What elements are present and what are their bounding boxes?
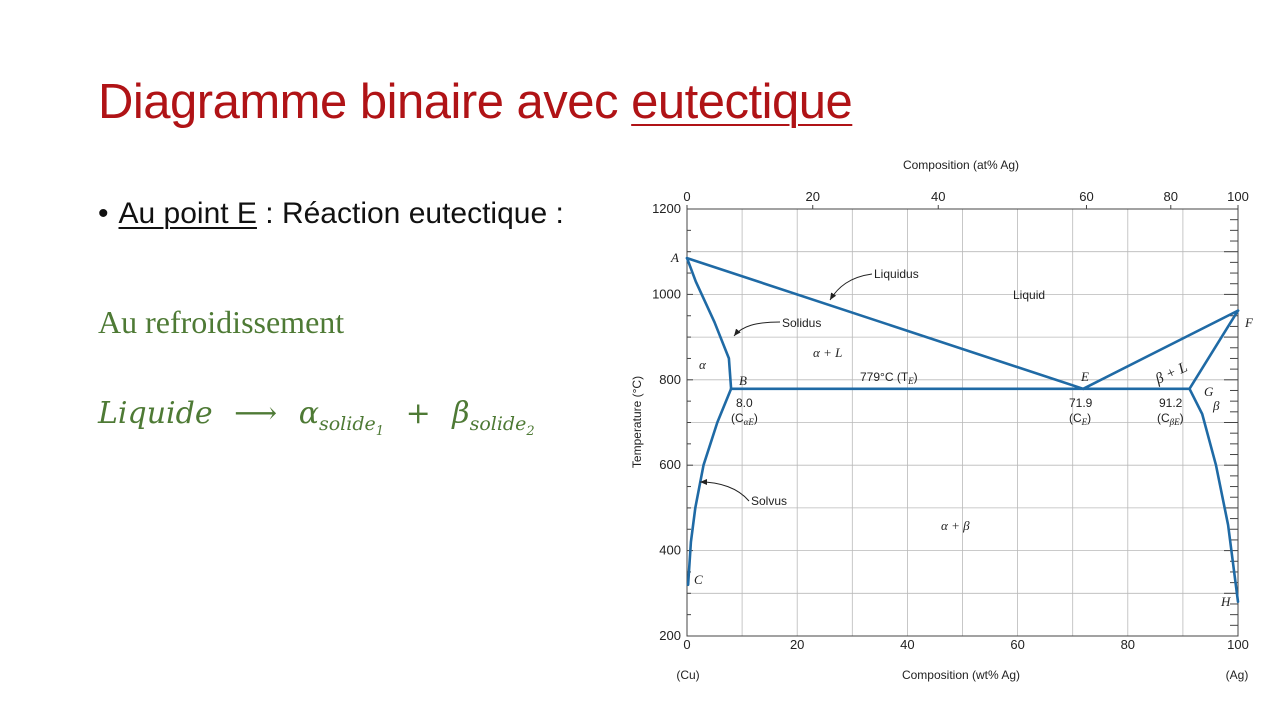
y-tick-label: 1000 <box>652 286 681 301</box>
eq-beta-sub: solide <box>469 413 527 435</box>
liquidus-arrow <box>829 273 873 301</box>
y-axis-title: Temperature (°C) <box>630 376 644 468</box>
g-composition-value: 91.2 <box>1159 396 1183 410</box>
liquidus-annotation: Liquidus <box>874 267 919 281</box>
eq-liquid: Liquide <box>98 396 213 431</box>
x-tick-label-bottom: 100 <box>1227 637 1249 652</box>
cooling-heading: Au refroidissement <box>98 304 345 340</box>
y-tick-label: 200 <box>659 628 681 643</box>
bottom-left-label: (Cu) <box>676 668 699 682</box>
point-e-label: E <box>1080 369 1089 384</box>
solidus-left-curve <box>685 256 733 391</box>
region-liquid: Liquid <box>1013 288 1045 302</box>
x-tick-label-top: 0 <box>683 189 690 204</box>
e-composition-symbol: (CE) <box>1069 411 1091 427</box>
eq-alpha: α <box>298 396 319 431</box>
x-tick-label-bottom: 60 <box>1010 637 1024 652</box>
x-tick-label-bottom: 40 <box>900 637 914 652</box>
eq-alpha-sub: solide <box>318 413 376 435</box>
region-beta: β <box>1212 398 1220 413</box>
b-composition-value: 8.0 <box>736 396 753 410</box>
x-tick-label-top: 40 <box>931 189 945 204</box>
x-tick-label-top: 20 <box>806 189 820 204</box>
x-tick-label-top: 60 <box>1079 189 1093 204</box>
bullet-text: : Réaction eutectique : <box>256 197 564 230</box>
solidus-annotation: Solidus <box>782 316 821 330</box>
eutectic-equation: Liquide ⟶ αsolide1 + βsolide2 <box>98 396 535 439</box>
solidus-right-line <box>1188 309 1240 391</box>
solidus-arrow <box>733 321 781 337</box>
liquidus-left-line <box>685 256 1085 391</box>
title-main: Diagramme binaire avec <box>98 75 632 129</box>
point-c-label: C <box>694 572 703 587</box>
bullet-point: • Au point E : Réaction eutectique : <box>98 197 564 231</box>
y-tick-label: 400 <box>659 543 681 558</box>
point-g-label: G <box>1204 384 1214 399</box>
region-alpha-plus-beta: α + β <box>941 518 970 533</box>
bullet-point-e: Au point E <box>118 197 257 230</box>
x-tick-label-bottom: 0 <box>683 637 690 652</box>
solvus-right-curve <box>1188 387 1240 604</box>
eq-beta-subsub: 2 <box>526 423 535 439</box>
title-underlined: eutectique <box>631 75 853 129</box>
x-tick-label-top: 80 <box>1164 189 1178 204</box>
y-tick-label: 800 <box>659 372 681 387</box>
bottom-axis-title: Composition (wt% Ag) <box>902 668 1020 682</box>
solvus-annotation: Solvus <box>751 494 787 508</box>
y-tick-label: 600 <box>659 457 681 472</box>
region-alpha-plus-l: α + L <box>813 345 842 360</box>
bullet-dot: • <box>98 197 109 230</box>
point-h-label: H <box>1220 594 1231 609</box>
point-b-label: B <box>739 373 747 388</box>
region-alpha: α <box>699 357 707 372</box>
x-tick-label-top: 100 <box>1227 189 1249 204</box>
g-composition-symbol: (CβE) <box>1157 411 1184 427</box>
y-tick-label: 1200 <box>652 201 681 216</box>
b-composition-symbol: (CαE) <box>731 411 758 427</box>
region-beta-plus-l: β + L <box>1152 359 1190 388</box>
eq-arrow: ⟶ <box>234 396 278 431</box>
eq-plus: + <box>405 396 431 431</box>
bottom-right-label: (Ag) <box>1226 668 1249 682</box>
e-composition-value: 71.9 <box>1069 396 1093 410</box>
te-value: 779°C (TE) <box>860 370 918 386</box>
eq-alpha-subsub: 1 <box>375 423 385 439</box>
eq-beta: β <box>452 396 470 431</box>
top-axis-title: Composition (at% Ag) <box>903 158 1019 172</box>
point-f-label: F <box>1244 315 1254 330</box>
x-tick-label-bottom: 20 <box>790 637 804 652</box>
x-tick-label-bottom: 80 <box>1121 637 1135 652</box>
point-a-label: A <box>670 250 679 265</box>
liquidus-right-line <box>1081 309 1240 391</box>
solvus-arrow <box>699 479 750 502</box>
curve-layer <box>685 256 1240 604</box>
solvus-left-curve <box>686 387 733 587</box>
slide-title: Diagramme binaire avec eutectique <box>98 74 853 130</box>
